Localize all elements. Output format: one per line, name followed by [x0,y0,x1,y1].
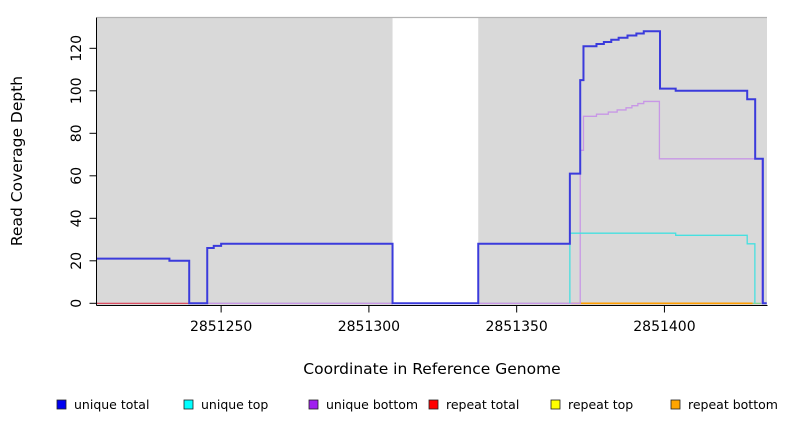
y-tick-label: 60 [69,167,85,185]
legend-swatch-repeat-total [428,399,439,410]
legend-swatch-unique-total [56,399,67,410]
legend-item-unique-total: unique total [56,397,149,412]
y-tick-label: 0 [69,299,85,308]
y-tick-label: 40 [69,209,85,227]
legend-swatch-repeat-bottom [670,399,681,410]
x-tick-label: 2851400 [633,319,695,335]
x-tick-label: 2851250 [190,319,252,335]
legend-label: unique bottom [326,397,418,412]
legend: unique total unique top unique bottom repea… [56,397,778,412]
legend-swatch-repeat-top [550,399,561,410]
legend-label: unique total [74,397,149,412]
legend-swatch-unique-top [183,399,194,410]
legend-item-unique-top: unique top [183,397,268,412]
series-layer [97,30,767,305]
x-tick-label: 2851350 [485,319,547,335]
y-tick-label: 20 [69,252,85,270]
legend-label: repeat total [446,397,519,412]
y-tick-label: 120 [69,35,85,62]
plot-panel-layer [97,16,767,306]
y-axis-title: Read Coverage Depth [8,76,26,246]
legend-swatch-unique-bottom [308,399,319,410]
legend-item-repeat-total: repeat total [428,397,519,412]
legend-label: unique top [201,397,268,412]
x-axis-title: Coordinate in Reference Genome [303,360,560,378]
legend-item-repeat-bottom: repeat bottom [670,397,778,412]
legend-label: repeat bottom [688,397,778,412]
legend-label: repeat top [568,397,633,412]
series-unique-total-line [97,30,767,305]
axis-layer: 0 20 40 60 80 100 120 2851250 2851300 2851350 2851… [69,17,768,335]
x-tick-label: 2851300 [338,319,400,335]
legend-item-unique-bottom: unique bottom [308,397,418,412]
legend-item-repeat-top: repeat top [550,397,633,412]
y-tick-label: 80 [69,124,85,142]
y-tick-label: 100 [69,77,85,104]
masked-region [392,17,479,306]
series-unique-top-line [569,232,756,304]
series-unique-bottom-line [189,100,767,304]
